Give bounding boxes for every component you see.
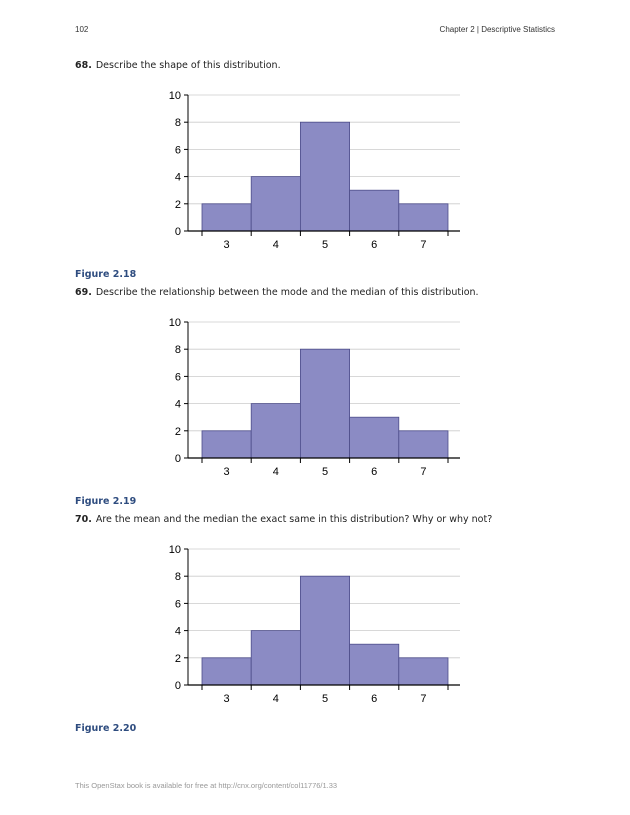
- x-tick-label: 7: [420, 693, 426, 705]
- x-tick-label: 7: [420, 239, 426, 251]
- histogram-figure-2-18: 0 2 4 6 8 10 3 4 5 6 7: [160, 85, 470, 260]
- histogram-bar-7: [398, 657, 449, 686]
- question-70: 70. Are the mean and the median the exact…: [75, 514, 492, 525]
- histogram-bar-4: [250, 403, 301, 459]
- y-tick-label: 8: [175, 571, 181, 583]
- y-tick-label: 6: [175, 598, 181, 610]
- y-tick-label: 0: [175, 226, 181, 238]
- histogram-bar-6: [349, 189, 400, 232]
- question-number: 68.: [75, 60, 92, 71]
- y-tick-label: 2: [175, 653, 181, 665]
- x-tick-label: 6: [371, 693, 377, 705]
- y-tick-label: 10: [169, 544, 181, 556]
- y-tick-label: 8: [175, 344, 181, 356]
- question-text: Describe the relationship between the mo…: [95, 287, 479, 298]
- page-number: 102: [75, 25, 89, 34]
- histogram-bar-6: [349, 416, 400, 459]
- x-tick-label: 4: [273, 466, 279, 478]
- x-tick-label: 5: [322, 693, 328, 705]
- question-number: 70.: [75, 514, 92, 525]
- histogram-bar-4: [250, 176, 301, 232]
- figure-caption-2-19: Figure 2.19: [75, 496, 137, 507]
- y-tick-label: 0: [175, 453, 181, 465]
- y-tick-label: 10: [169, 317, 181, 329]
- histogram-bar-5: [299, 575, 350, 686]
- x-tick-label: 3: [224, 693, 230, 705]
- y-tick-label: 8: [175, 117, 181, 129]
- y-tick-label: 2: [175, 426, 181, 438]
- y-tick-label: 10: [169, 90, 181, 102]
- y-tick-label: 4: [175, 399, 181, 411]
- figure-caption-2-20: Figure 2.20: [75, 723, 137, 734]
- histogram-bar-6: [349, 643, 400, 686]
- x-tick-label: 3: [224, 239, 230, 251]
- histogram-bar-5: [299, 348, 350, 459]
- histogram-bar-3: [201, 203, 252, 232]
- histogram-figure-2-19: 0 2 4 6 8 10 3 4 5 6 7: [160, 312, 470, 487]
- footer-note: This OpenStax book is available for free…: [75, 781, 338, 790]
- x-tick-label: 7: [420, 466, 426, 478]
- question-68: 68. Describe the shape of this distributi…: [75, 60, 281, 71]
- histogram-bar-5: [299, 121, 350, 232]
- chapter-title: Chapter 2 | Descriptive Statistics: [439, 25, 555, 34]
- x-tick-label: 3: [224, 466, 230, 478]
- y-tick-label: 4: [175, 172, 181, 184]
- histogram-bar-4: [250, 630, 301, 686]
- x-tick-label: 4: [273, 239, 279, 251]
- histogram-svg: 0 2 4 6 8 10 3 4 5 6 7: [169, 544, 460, 705]
- y-tick-label: 6: [175, 144, 181, 156]
- histogram-bar-3: [201, 430, 252, 459]
- figure-caption-2-18: Figure 2.18: [75, 269, 137, 280]
- histogram-svg: 0 2 4 6 8 10 3 4 5 6 7: [169, 317, 460, 478]
- histogram-bar-7: [398, 430, 449, 459]
- x-tick-label: 4: [273, 693, 279, 705]
- y-tick-label: 6: [175, 371, 181, 383]
- question-69: 69. Describe the relationship between the…: [75, 287, 479, 298]
- y-tick-label: 2: [175, 199, 181, 211]
- x-tick-label: 6: [371, 466, 377, 478]
- x-tick-label: 5: [322, 466, 328, 478]
- histogram-bar-7: [398, 203, 449, 232]
- question-number: 69.: [75, 287, 92, 298]
- question-text: Are the mean and the median the exact sa…: [95, 514, 493, 525]
- x-tick-label: 5: [322, 239, 328, 251]
- histogram-svg: 0 2 4 6 8 10 3 4 5 6 7: [169, 90, 460, 251]
- y-tick-label: 0: [175, 680, 181, 692]
- histogram-bar-3: [201, 657, 252, 686]
- histogram-figure-2-20: 0 2 4 6 8 10 3 4 5 6 7: [160, 539, 470, 714]
- question-text: Describe the shape of this distribution.: [95, 60, 281, 71]
- x-tick-label: 6: [371, 239, 377, 251]
- y-tick-label: 4: [175, 626, 181, 638]
